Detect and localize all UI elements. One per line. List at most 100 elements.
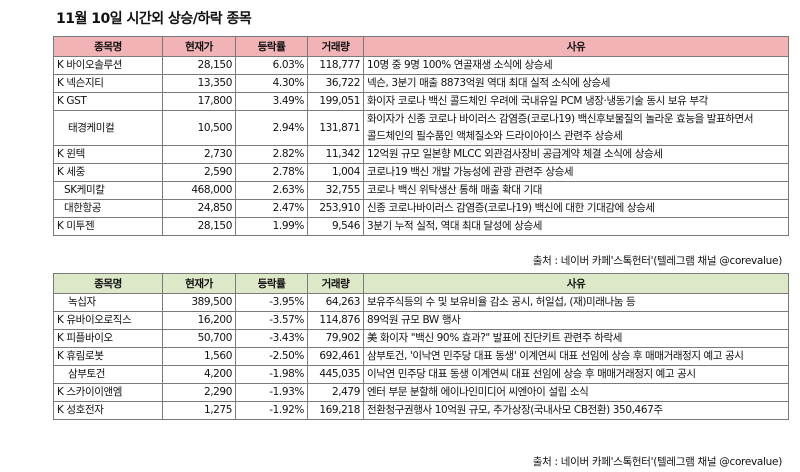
stock-name: K 휴림로봇 <box>53 347 163 366</box>
table-row: K 넥슨지티 13,350 4.30% 36,722 넥슨, 3분기 매출 88… <box>53 74 789 93</box>
stock-change: -3.43% <box>235 329 308 348</box>
stock-name: 삼부토건 <box>53 365 163 384</box>
stock-volume: 445,035 <box>307 365 364 384</box>
stock-name: 녹십자 <box>53 293 163 312</box>
stock-volume: 118,777 <box>307 56 364 75</box>
stock-name: K 바이오솔루션 <box>53 56 163 75</box>
table-row: 삼부토건 4,200 -1.98% 445,035 이낙연 민주당 대표 동생 … <box>53 365 789 384</box>
stock-volume: 79,902 <box>307 329 364 348</box>
table-row: 녹십자 389,500 -3.95% 64,263 보유주식등의 수 및 보유비… <box>53 293 789 312</box>
stock-price: 2,730 <box>162 145 236 164</box>
table-row: K 휴림로봇 1,560 -2.50% 692,461 삼부토건, '이낙연 민… <box>53 347 789 366</box>
stock-reason: 화이자가 신종 코로나 바이러스 감염증(코로나19) 백신후보물질의 놀라운 … <box>363 110 789 146</box>
stock-reason: 넥슨, 3분기 매출 8873억원 역대 최대 실적 소식에 상승세 <box>363 74 789 93</box>
stock-volume: 9,546 <box>307 217 364 236</box>
stock-price: 17,800 <box>162 92 236 111</box>
stock-volume: 2,479 <box>307 383 364 402</box>
table-row: K 성호전자 1,275 -1.92% 169,218 전환청구권행사 10억원… <box>53 401 789 420</box>
table-row: K 스카이이앤엠 2,290 -1.93% 2,479 엔터 부문 분할해 에이… <box>53 383 789 402</box>
header-volume: 거래량 <box>307 273 364 294</box>
table-row: K 세중 2,590 2.78% 1,004 코로나19 백신 개발 가능성에 … <box>53 163 789 182</box>
stock-reason: 3분기 누적 실적, 역대 최대 달성에 상승세 <box>363 217 789 236</box>
stock-name: SK케미칼 <box>53 181 163 200</box>
stock-reason: 화이자 코로나 백신 콜드체인 우려에 국내유일 PCM 냉장·냉동기술 동시 … <box>363 92 789 111</box>
stock-reason: 보유주식등의 수 및 보유비율 감소 공시, 허일섭, (재)미래나눔 등 <box>363 293 789 312</box>
stock-reason: 이낙연 민주당 대표 동생 이계연씨 대표 선임에 상승 후 매매거래정지 예고… <box>363 365 789 384</box>
page-title: 11월 10일 시간외 상승/하락 종목 <box>56 11 252 27</box>
stock-change: 2.47% <box>235 199 308 218</box>
stock-change: -2.50% <box>235 347 308 366</box>
stock-reason: 美 화이자 "백신 90% 효과?" 발표에 진단키트 관련주 하락세 <box>363 329 789 348</box>
stock-price: 468,000 <box>162 181 236 200</box>
stock-name: K 스카이이앤엠 <box>53 383 163 402</box>
stock-name: K 피플바이오 <box>53 329 163 348</box>
stock-name: K 유바이오로직스 <box>53 311 163 330</box>
stock-change: 1.99% <box>235 217 308 236</box>
stock-price: 389,500 <box>162 293 236 312</box>
fall-header-row: 종목명 현재가 등락률 거래량 사유 <box>53 273 789 294</box>
stock-name: K 넥슨지티 <box>53 74 163 93</box>
stock-price: 16,200 <box>162 311 236 330</box>
stock-volume: 169,218 <box>307 401 364 420</box>
stock-change: 2.78% <box>235 163 308 182</box>
source-note: 출처 : 네이버 카페'스톡헌터'(텔레그램 채널 @corevalue) <box>532 255 783 267</box>
stock-change: -3.95% <box>235 293 308 312</box>
stock-change: -3.57% <box>235 311 308 330</box>
stock-change: 3.49% <box>235 92 308 111</box>
table-row: K GST 17,800 3.49% 199,051 화이자 코로나 백신 콜드… <box>53 92 789 111</box>
stock-price: 2,290 <box>162 383 236 402</box>
stock-price: 4,200 <box>162 365 236 384</box>
fall-table: 종목명 현재가 등락률 거래량 사유 녹십자 389,500 -3.95% 64… <box>53 273 789 420</box>
stock-price: 28,150 <box>162 56 236 75</box>
stock-change: 2.63% <box>235 181 308 200</box>
stock-price: 13,350 <box>162 74 236 93</box>
stock-reason: 엔터 부문 분할해 에이나인미디어 씨엔아이 설립 소식 <box>363 383 789 402</box>
stock-volume: 1,004 <box>307 163 364 182</box>
stock-price: 10,500 <box>162 110 236 146</box>
header-name: 종목명 <box>53 273 163 294</box>
stock-change: 2.82% <box>235 145 308 164</box>
stock-reason: 12억원 규모 일본향 MLCC 외관검사장비 공급계약 체결 소식에 상승세 <box>363 145 789 164</box>
table-row: K 윈텍 2,730 2.82% 11,342 12억원 규모 일본향 MLCC… <box>53 145 789 164</box>
stock-reason: 삼부토건, '이낙연 민주당 대표 동생' 이계연씨 대표 선임에 상승 후 매… <box>363 347 789 366</box>
table-row: 대한항공 24,850 2.47% 253,910 신종 코로나바이러스 감염증… <box>53 199 789 218</box>
header-change: 등락률 <box>235 273 308 294</box>
header-change: 등락률 <box>235 36 308 57</box>
stock-volume: 692,461 <box>307 347 364 366</box>
table-row: K 유바이오로직스 16,200 -3.57% 114,876 89억원 규모 … <box>53 311 789 330</box>
rise-table: 종목명 현재가 등락률 거래량 사유 K 바이오솔루션 28,150 6.03%… <box>53 36 789 236</box>
stock-reason: 신종 코로나바이러스 감염증(코로나19) 백신에 대한 기대감에 상승세 <box>363 199 789 218</box>
stock-reason: 10명 중 9명 100% 연골재생 소식에 상승세 <box>363 56 789 75</box>
stock-change: -1.98% <box>235 365 308 384</box>
stock-volume: 32,755 <box>307 181 364 200</box>
stock-price: 50,700 <box>162 329 236 348</box>
stock-price: 1,275 <box>162 401 236 420</box>
table-row: K 바이오솔루션 28,150 6.03% 118,777 10명 중 9명 1… <box>53 56 789 75</box>
stock-price: 1,560 <box>162 347 236 366</box>
rise-header-row: 종목명 현재가 등락률 거래량 사유 <box>53 36 789 57</box>
header-reason: 사유 <box>363 273 789 294</box>
stock-volume: 253,910 <box>307 199 364 218</box>
stock-name: K 윈텍 <box>53 145 163 164</box>
source-note: 출처 : 네이버 카페'스톡헌터'(텔레그램 채널 @corevalue) <box>532 456 783 468</box>
stock-name: 태경케미컬 <box>53 110 163 146</box>
stock-name: K GST <box>53 92 163 111</box>
stock-change: 2.94% <box>235 110 308 146</box>
stock-name: K 세중 <box>53 163 163 182</box>
stock-change: -1.92% <box>235 401 308 420</box>
table-row: K 미투젠 28,150 1.99% 9,546 3분기 누적 실적, 역대 최… <box>53 217 789 236</box>
stock-name: 대한항공 <box>53 199 163 218</box>
stock-volume: 36,722 <box>307 74 364 93</box>
stock-volume: 64,263 <box>307 293 364 312</box>
stock-reason: 코로나 백신 위탁생산 통해 매출 확대 기대 <box>363 181 789 200</box>
stock-volume: 114,876 <box>307 311 364 330</box>
table-row: 태경케미컬 10,500 2.94% 131,871 화이자가 신종 코로나 바… <box>53 110 789 146</box>
stock-volume: 131,871 <box>307 110 364 146</box>
table-row: K 피플바이오 50,700 -3.43% 79,902 美 화이자 "백신 9… <box>53 329 789 348</box>
header-reason: 사유 <box>363 36 789 57</box>
stock-price: 28,150 <box>162 217 236 236</box>
stock-change: 6.03% <box>235 56 308 75</box>
stock-change: -1.93% <box>235 383 308 402</box>
header-price: 현재가 <box>162 273 236 294</box>
stock-volume: 199,051 <box>307 92 364 111</box>
